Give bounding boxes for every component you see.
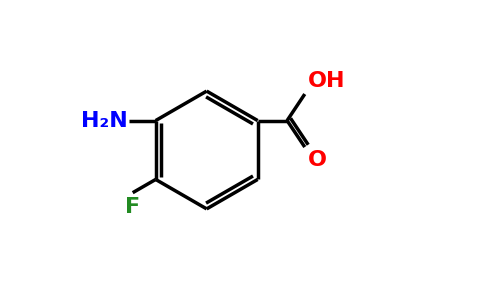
Text: OH: OH — [308, 71, 345, 91]
Text: H₂N: H₂N — [81, 111, 128, 130]
Text: O: O — [308, 150, 327, 170]
Text: F: F — [125, 197, 140, 217]
